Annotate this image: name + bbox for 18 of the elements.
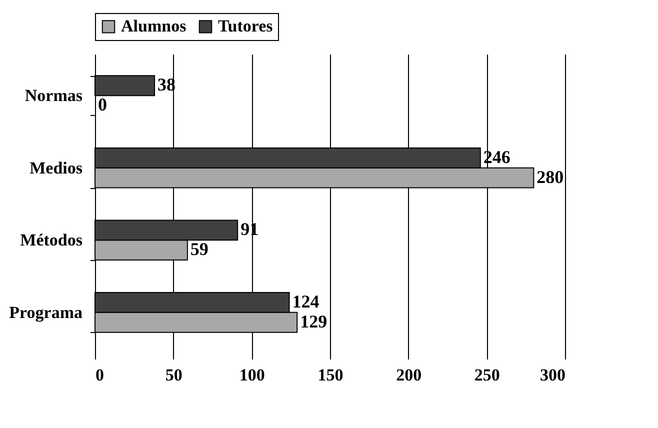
data-label: 124 <box>292 291 320 312</box>
data-label: 129 <box>300 311 328 332</box>
legend-label: Alumnos <box>121 16 187 36</box>
legend-label: Tutores <box>218 16 274 36</box>
y-tick-label: Medios <box>30 158 83 178</box>
y-tick-label: Métodos <box>20 230 83 250</box>
data-label: 280 <box>536 166 564 187</box>
data-label: 59 <box>190 239 208 260</box>
y-tick-label: Normas <box>24 86 83 106</box>
x-tick-label: 50 <box>165 366 182 384</box>
x-tick-label: 200 <box>396 366 422 384</box>
data-label: 0 <box>98 94 107 115</box>
x-tick-label: 300 <box>540 366 566 384</box>
x-tick-label: 0 <box>96 366 104 384</box>
x-tick-label: 100 <box>239 366 265 384</box>
x-tick-label: 150 <box>318 366 344 384</box>
x-tick-label: 250 <box>474 366 500 384</box>
y-tick-label: Programa <box>9 302 83 322</box>
